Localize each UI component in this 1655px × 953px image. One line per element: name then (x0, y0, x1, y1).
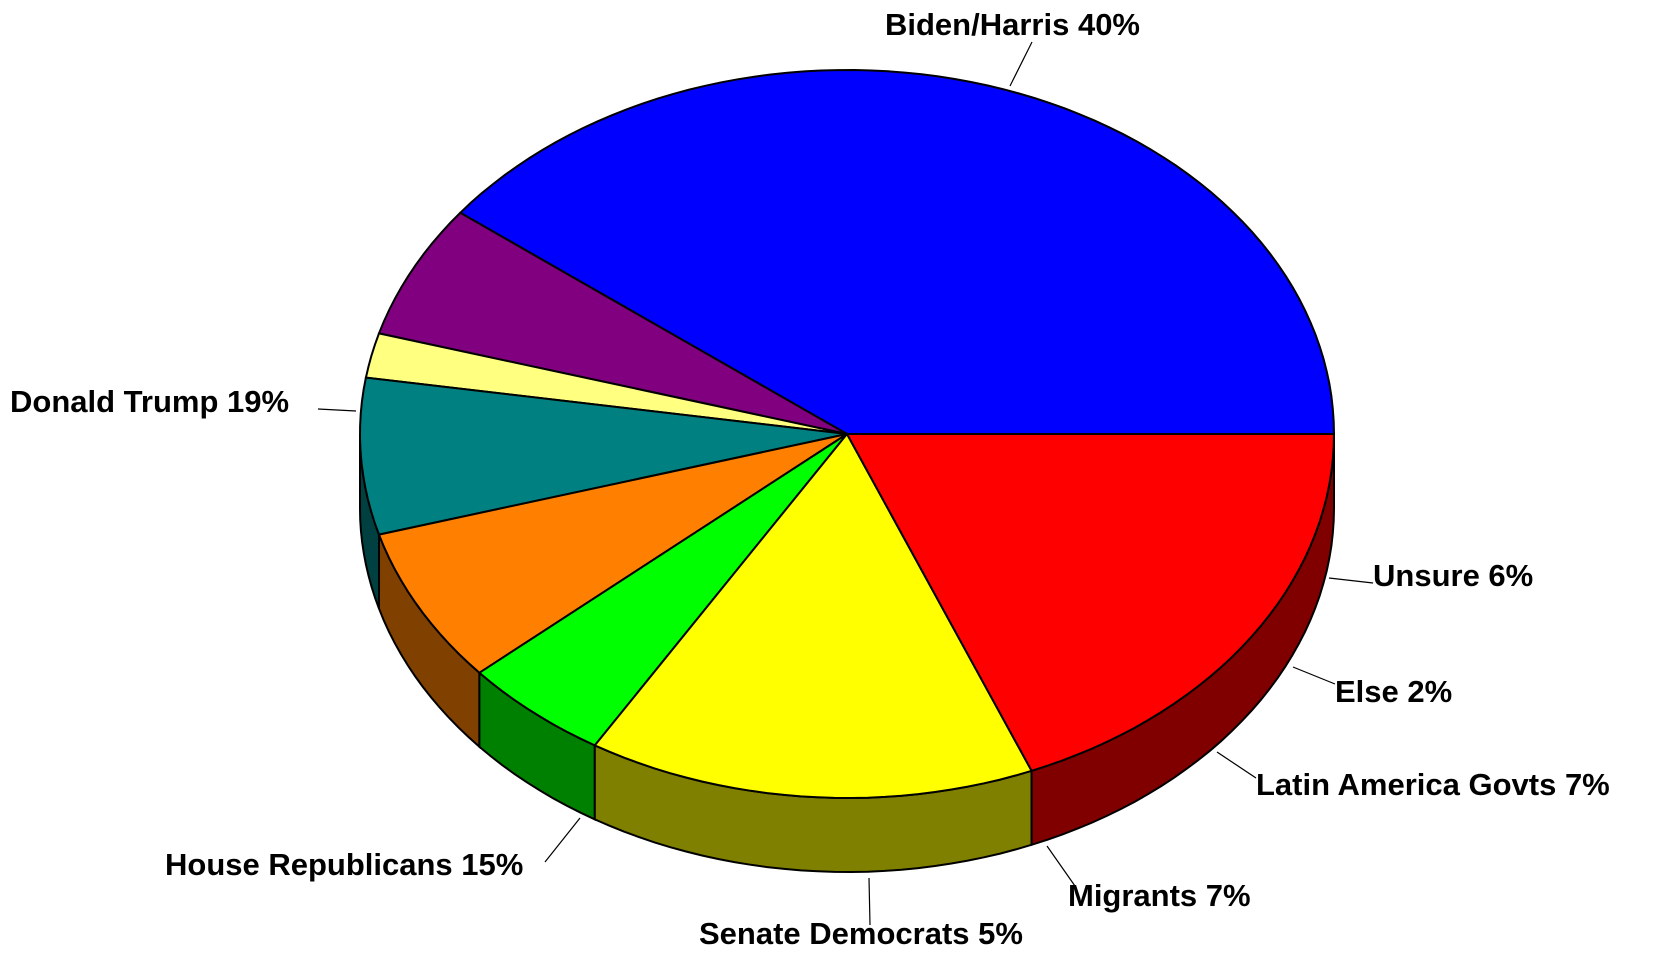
leader-line-donald-trump (317, 408, 357, 412)
leader-line-migrants (1046, 845, 1076, 887)
slice-label-else: Else 2% (1335, 674, 1452, 709)
slice-label-donald-trump: Donald Trump 19% (10, 384, 289, 419)
pie-slice-house-republicans (593, 432, 1034, 800)
leader-line-senate-democrats (868, 877, 871, 926)
pie-slice-unsure (377, 211, 848, 435)
slice-label-biden-harris: Biden/Harris 40% (885, 7, 1140, 42)
slice-label-migrants: Migrants 7% (1068, 878, 1251, 913)
leader-line-house-republicans (544, 817, 581, 863)
pie-slice-donald-trump (845, 433, 1336, 773)
leader-line-latin-america-govts (1216, 751, 1257, 779)
slice-label-house-republicans: House Republicans 15% (165, 847, 523, 882)
slice-label-senate-democrats: Senate Democrats 5% (699, 916, 1023, 951)
leader-line-unsure (1328, 577, 1374, 584)
slice-labels: Biden/Harris 40% Unsure 6% Else 2% Latin Am… (10, 7, 1610, 951)
slice-label-unsure: Unsure 6% (1373, 558, 1533, 593)
leader-line-biden-harris (1009, 41, 1033, 87)
pie-slice-latin-america-govts (358, 376, 848, 536)
pie-slice-biden-harris (458, 68, 1336, 435)
leader-line-else (1292, 666, 1336, 685)
leader-lines (317, 41, 1374, 926)
pie-slice-migrants (377, 433, 848, 675)
pie-tops (358, 68, 1336, 800)
pie-slice-senate-democrats (477, 433, 848, 747)
slice-label-latin-america-govts: Latin America Govts 7% (1256, 767, 1610, 802)
